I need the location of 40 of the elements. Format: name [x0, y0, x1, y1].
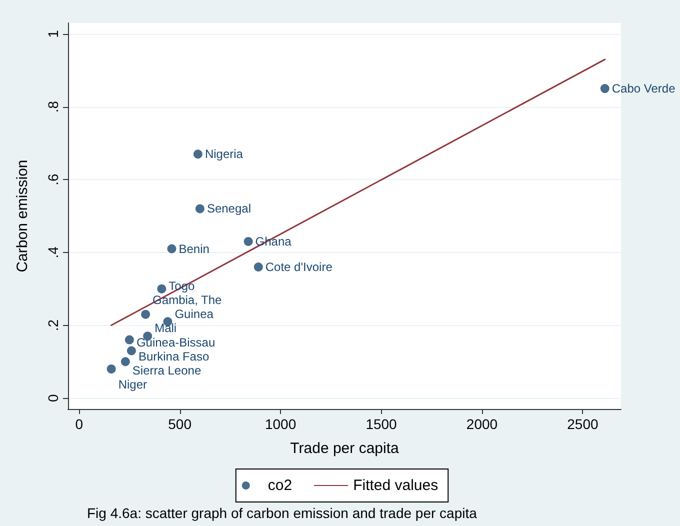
text: Fig 4.6a: scatter graph of carbon emission and trade per capita — [87, 505, 478, 521]
x-tick-label: 0 — [75, 416, 84, 432]
y-tick-label: 1 — [45, 30, 61, 38]
x-tick-label: 1500 — [366, 416, 398, 432]
point — [126, 346, 136, 356]
x-tick-label: 2500 — [567, 416, 599, 432]
legend-label: co2 — [268, 477, 292, 494]
point — [600, 84, 610, 94]
point — [141, 310, 150, 319]
annotation: Guinea-Bissau — [136, 335, 216, 350]
annotation: Mali — [154, 321, 177, 336]
y-tick-label: 0 — [45, 394, 61, 402]
x-tick-label: 1000 — [264, 416, 296, 432]
annotation: Burkina Faso — [138, 349, 210, 364]
point — [124, 335, 134, 344]
legend-label: Fitted values — [353, 477, 438, 494]
y-axis-title: Carbon emission — [14, 160, 31, 272]
annotation: Benin — [178, 242, 210, 256]
annotation: Nigeria — [204, 147, 244, 162]
point — [157, 284, 166, 294]
point — [120, 357, 130, 366]
y-tick-label: .6 — [45, 174, 61, 186]
y-tick-label: .8 — [45, 100, 61, 113]
annotation: Niger — [118, 377, 147, 392]
point — [167, 244, 176, 254]
point — [254, 262, 263, 272]
x-tick-label: 500 — [168, 416, 192, 432]
point — [106, 364, 116, 374]
annotation: Cote d'Ivoire — [265, 260, 333, 274]
point — [195, 204, 204, 214]
annotation: Cabo Verde — [612, 82, 676, 96]
x-tick-label: 2000 — [466, 416, 498, 432]
point — [193, 150, 202, 159]
y-tick-label: .4 — [45, 246, 61, 258]
annotation: Guinea — [174, 307, 214, 322]
y-tick-label: .2 — [45, 319, 61, 332]
point — [244, 236, 253, 246]
annotation: Sierra Leone — [132, 363, 202, 378]
annotation: Senegal — [206, 202, 251, 216]
x-axis-title: Trade per capita — [290, 440, 400, 457]
